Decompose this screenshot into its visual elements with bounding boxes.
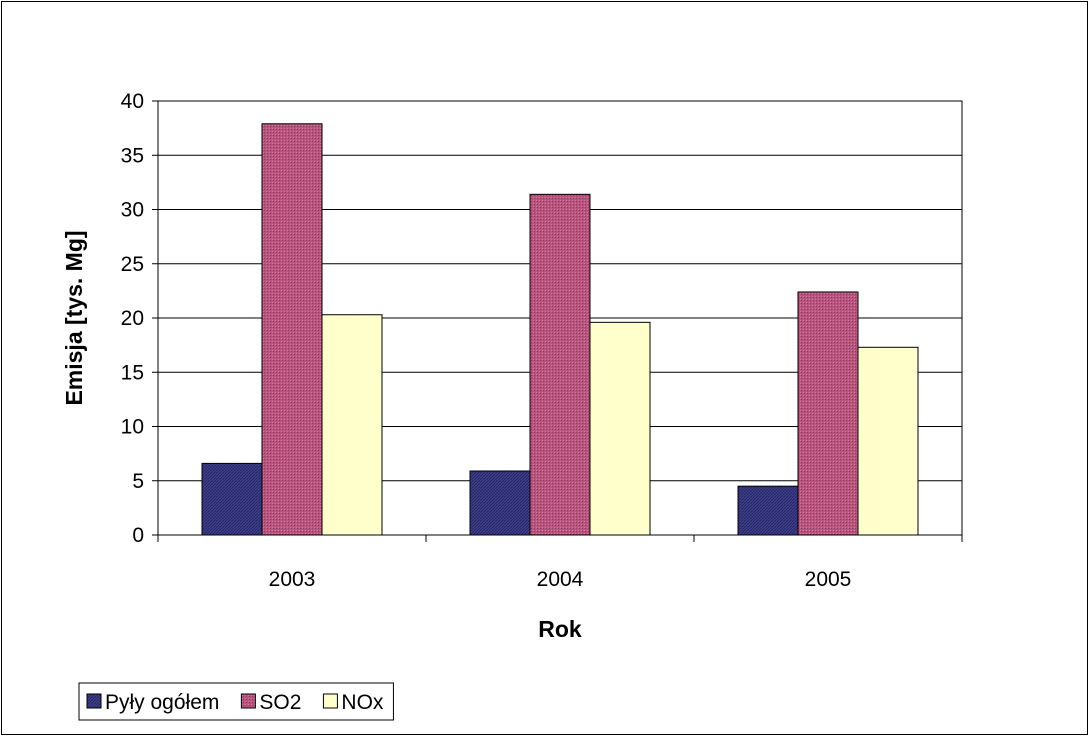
y-tick-label: 35 [121,144,144,167]
y-tick-label: 15 [121,361,144,384]
bar-2004-series-1 [529,193,591,536]
y-tick-label: 25 [121,253,144,276]
x-tick-label: 2004 [537,568,584,591]
x-tick-label: 2005 [805,568,852,591]
bar-2004-series-0 [469,470,531,536]
bar-2003-series-2 [321,314,383,536]
bar-2003-series-0 [201,462,263,536]
legend-label-1: SO2 [259,691,301,714]
legend-items: Pyły ogółem SO2 NOx [86,691,384,714]
x-tick-labels: 2003 2004 2005 [269,568,852,591]
axes [152,100,963,542]
bars [201,123,919,536]
y-tick-label: 0 [132,524,144,547]
plot-area: 0 5 10 15 20 25 30 35 40 2003 2004 2005 [121,90,963,591]
bar-2004-series-2 [589,321,651,536]
legend-label-2: NOx [341,691,384,714]
bar-2005-series-2 [857,346,919,536]
x-axis-title: Rok [538,616,582,642]
y-tick-label: 5 [132,470,144,493]
x-tick-label: 2003 [269,568,316,591]
legend-label-0: Pyły ogółem [105,691,219,714]
legend-box [78,682,394,721]
legend: Pyły ogółem SO2 NOx [78,682,394,721]
y-axis-title: Emisja [tys. Mg] [61,230,87,405]
y-tick-label: 40 [121,90,144,113]
y-tick-label: 20 [121,307,144,330]
y-tick-label: 30 [121,199,144,222]
y-tick-labels: 0 5 10 15 20 25 30 35 40 [121,90,144,547]
legend-swatch-1 [240,693,256,709]
legend-swatch-0 [86,693,102,709]
legend-swatch-2 [322,693,338,709]
bar-2005-series-0 [737,485,799,536]
bar-2003-series-1 [261,123,323,536]
bar-2005-series-1 [797,291,859,536]
y-tick-label: 10 [121,416,144,439]
